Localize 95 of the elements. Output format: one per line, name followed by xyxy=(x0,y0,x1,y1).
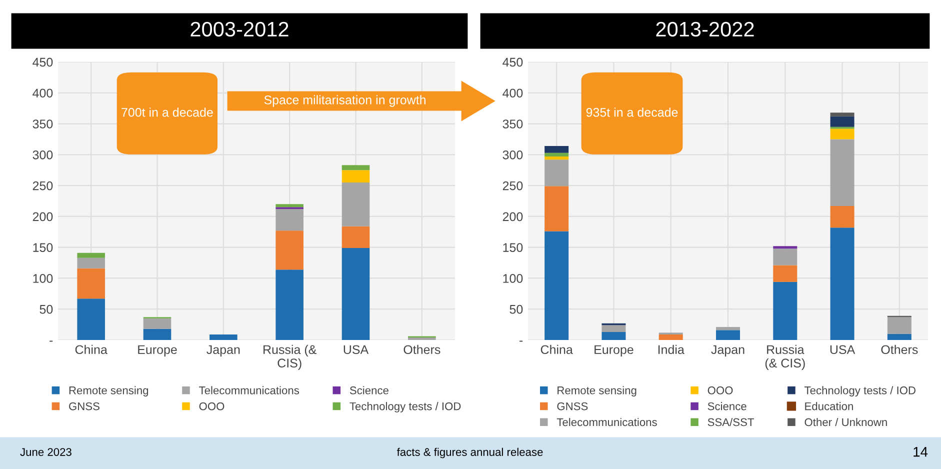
y-tick-label: 350 xyxy=(32,120,53,128)
annotation: Space militarisation in growth xyxy=(264,95,426,107)
bar xyxy=(77,258,105,268)
x-tick-label: Russia (& CIS) xyxy=(264,344,316,370)
y-tick-label: 50 xyxy=(510,304,523,314)
bar xyxy=(773,282,798,340)
x-tick-label: USA xyxy=(344,345,369,354)
x-tick-label: Others xyxy=(404,344,440,354)
y-tick-label: - xyxy=(520,340,523,342)
x-tick-label: China xyxy=(540,344,573,354)
bar xyxy=(210,334,238,340)
bar xyxy=(544,152,569,157)
legend-label: GNSS xyxy=(69,402,100,410)
y-tick-label: 50 xyxy=(40,304,53,314)
bar xyxy=(143,328,172,340)
bar xyxy=(77,268,105,299)
bar xyxy=(544,231,569,340)
x-tick-label: Europe xyxy=(138,345,177,357)
bar xyxy=(887,334,912,340)
y-tick-label: 400 xyxy=(502,88,523,98)
bar xyxy=(276,204,304,208)
x-tick-label: China xyxy=(75,344,108,354)
legend-label: Science xyxy=(708,402,746,410)
bar xyxy=(276,270,304,340)
chart-title: 2013-2022 xyxy=(656,22,754,37)
bar xyxy=(773,246,798,249)
bar xyxy=(602,332,626,340)
bar xyxy=(342,165,370,170)
bar xyxy=(830,112,854,116)
y-tick-label: 150 xyxy=(33,243,53,252)
legend-label: Remote sensing xyxy=(558,386,636,396)
bar xyxy=(602,325,626,332)
annotation: 935t in a decade xyxy=(586,108,678,117)
bar xyxy=(342,182,370,226)
bar xyxy=(342,226,370,248)
y-tick-label: 450 xyxy=(32,58,53,67)
bar xyxy=(773,265,798,282)
legend-label: OOO xyxy=(708,386,733,394)
y-tick-label: 450 xyxy=(502,58,523,67)
legend-label: Education xyxy=(805,402,853,410)
x-tick-label: Russia (& CIS) xyxy=(765,344,805,370)
bar xyxy=(544,156,569,160)
y-tick-label: 300 xyxy=(502,150,523,160)
bar xyxy=(716,330,740,340)
bar xyxy=(342,170,370,182)
bar xyxy=(544,186,569,232)
bar xyxy=(276,209,304,231)
bar xyxy=(658,334,683,340)
bar xyxy=(773,248,798,266)
bar xyxy=(77,298,105,340)
bar xyxy=(544,160,569,186)
bar xyxy=(716,327,740,330)
y-tick-label: 300 xyxy=(32,150,53,160)
y-tick-label: 250 xyxy=(502,181,523,190)
x-tick-label: Japan xyxy=(206,345,240,357)
y-tick-label: 200 xyxy=(502,212,523,222)
legend-label: SSA/SST xyxy=(708,418,754,426)
bar xyxy=(830,128,854,140)
legend-label: Remote sensing xyxy=(69,386,148,396)
x-tick-label: Others xyxy=(881,344,918,354)
text: facts & figures annual release xyxy=(396,448,543,458)
bar xyxy=(830,206,854,228)
legend-label: OOO xyxy=(199,402,224,410)
legend-label: Technology tests / IOD xyxy=(804,386,916,396)
y-tick-label: 100 xyxy=(503,274,523,283)
y-tick-label: 400 xyxy=(32,88,53,98)
y-tick-label: 250 xyxy=(32,181,53,190)
bar xyxy=(887,317,912,334)
legend-label: Telecommunications xyxy=(199,386,300,394)
bar xyxy=(77,252,105,258)
y-tick-label: - xyxy=(50,340,53,342)
bar xyxy=(830,228,854,340)
y-tick-label: 100 xyxy=(33,274,53,283)
text: June 2023 xyxy=(20,448,72,456)
annotation: 700t in a decade xyxy=(122,108,213,117)
y-tick-label: 200 xyxy=(32,212,53,222)
y-tick-label: 350 xyxy=(502,120,523,128)
y-tick-label: 150 xyxy=(503,243,523,252)
legend-label: Technology tests / IOD xyxy=(350,402,461,412)
legend-label: Telecommunications xyxy=(556,418,657,426)
chart-title: 2003-2012 xyxy=(190,22,288,37)
x-tick-label: USA xyxy=(830,345,856,354)
x-tick-label: Japan xyxy=(711,345,744,357)
bar xyxy=(342,248,370,340)
legend-label: Science xyxy=(350,386,388,394)
text: 14 xyxy=(914,447,928,457)
bar xyxy=(544,146,569,153)
legend-label: Other / Unknown xyxy=(804,418,887,426)
bar xyxy=(830,116,854,127)
bar xyxy=(276,230,304,270)
x-tick-label: Europe xyxy=(594,345,634,357)
bar xyxy=(143,318,172,329)
legend-label: GNSS xyxy=(557,402,588,410)
bar xyxy=(830,139,854,206)
x-tick-label: India xyxy=(658,344,684,354)
